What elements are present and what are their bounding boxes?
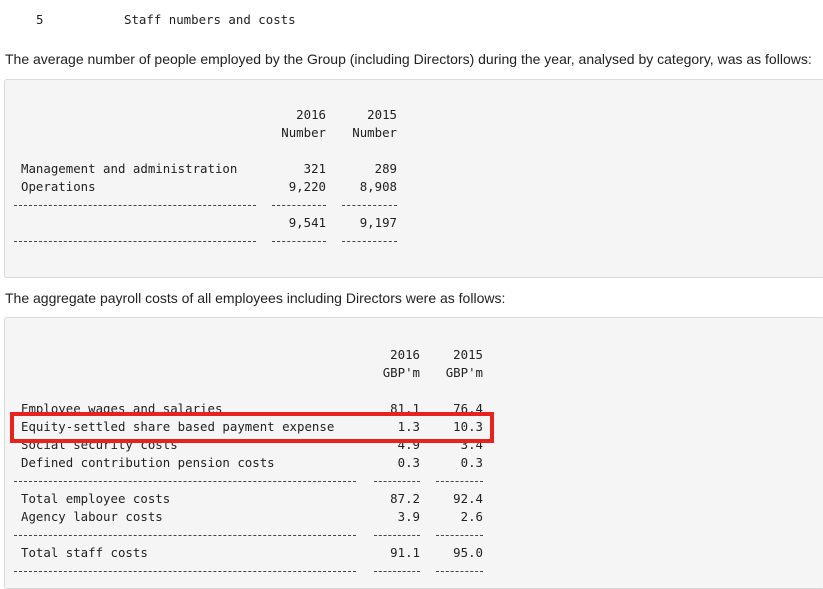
rule-divider	[374, 571, 420, 572]
rule-divider	[374, 481, 420, 482]
intro-paragraph-payroll: The aggregate payroll costs of all emplo…	[5, 290, 506, 306]
rule-divider	[436, 571, 483, 572]
highlighted-row-background	[14, 413, 490, 442]
col-unit-2015: Number	[352, 125, 397, 140]
col-unit-2016: Number	[281, 125, 326, 140]
rule-divider	[14, 535, 356, 536]
total-value-2016: 9,541	[288, 215, 326, 230]
row-value-2015: 2.6	[460, 509, 483, 524]
row-label: Operations	[21, 179, 96, 194]
row-value-2015: 0.3	[460, 455, 483, 470]
row-label: Agency labour costs	[21, 509, 163, 524]
row-value-2015: 10.3	[453, 419, 483, 434]
row-value-2016: 9,220	[288, 179, 326, 194]
row-label: Total employee costs	[21, 491, 171, 506]
total-label: Total staff costs	[21, 545, 148, 560]
total-value-2016: 91.1	[390, 545, 420, 560]
row-value-2016: 1.3	[397, 419, 420, 434]
intro-paragraph-employees: The average number of people employed by…	[5, 51, 812, 67]
col-unit-2016: GBP'm	[382, 365, 420, 380]
rule-divider	[436, 481, 483, 482]
col-year-2015: 2015	[453, 347, 483, 362]
highlight-box	[10, 412, 494, 443]
row-value-2016: 3.9	[397, 509, 420, 524]
row-label: Management and administration	[21, 161, 238, 176]
rule-divider	[14, 241, 256, 242]
row-value-2016: 87.2	[390, 491, 420, 506]
row-label: Equity-settled share based payment expen…	[21, 419, 335, 434]
row-label: Defined contribution pension costs	[21, 455, 275, 470]
employee-count-table	[4, 79, 823, 278]
row-value-2016: 321	[303, 161, 326, 176]
row-value-2015: 92.4	[453, 491, 483, 506]
note-title: Staff numbers and costs	[124, 12, 296, 27]
total-value-2015: 95.0	[453, 545, 483, 560]
rule-divider	[342, 241, 397, 242]
rule-divider	[374, 535, 420, 536]
rule-divider	[14, 571, 356, 572]
rule-divider	[342, 205, 397, 206]
rule-divider	[436, 535, 483, 536]
note-number: 5	[36, 12, 44, 27]
rule-divider	[14, 205, 256, 206]
rule-divider	[272, 241, 326, 242]
col-unit-2015: GBP'm	[445, 365, 483, 380]
col-year-2016: 2016	[296, 107, 326, 122]
rule-divider	[272, 205, 326, 206]
rule-divider	[14, 481, 356, 482]
payroll-costs-table	[4, 317, 823, 589]
col-year-2016: 2016	[390, 347, 420, 362]
row-value-2015: 8,908	[359, 179, 397, 194]
total-value-2015: 9,197	[359, 215, 397, 230]
col-year-2015: 2015	[367, 107, 397, 122]
row-value-2016: 0.3	[397, 455, 420, 470]
row-value-2015: 289	[374, 161, 397, 176]
